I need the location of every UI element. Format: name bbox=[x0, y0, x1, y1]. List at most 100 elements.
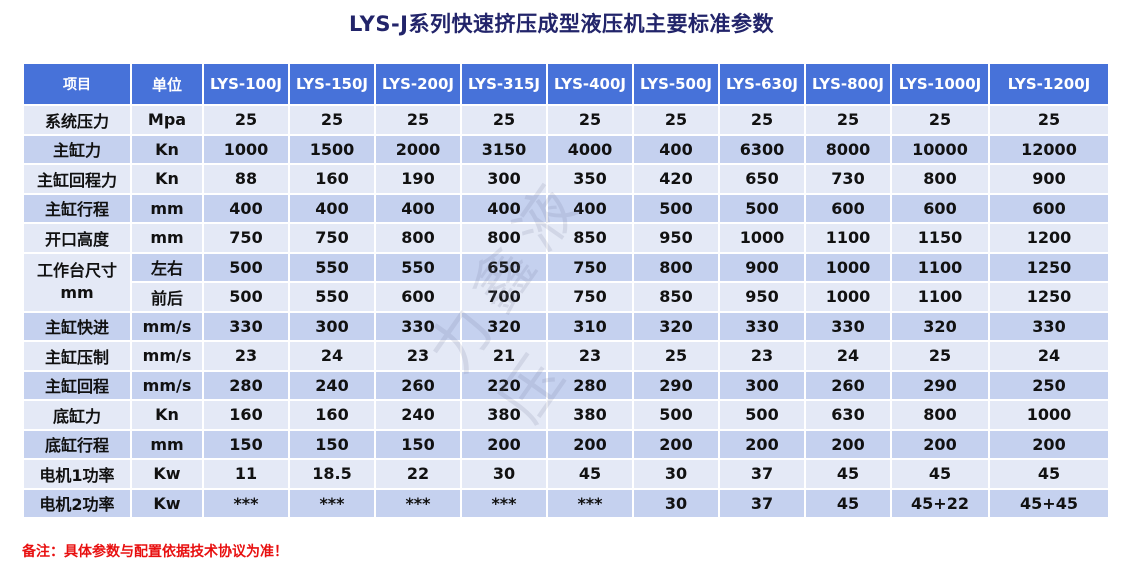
row-label: 电机2功率 bbox=[22, 487, 132, 519]
header-model: LYS-100J bbox=[202, 62, 290, 106]
cell-value: 900 bbox=[988, 163, 1110, 195]
header-model: LYS-200J bbox=[374, 62, 462, 106]
cell-value: 320 bbox=[632, 310, 720, 342]
cell-value: 25 bbox=[890, 340, 990, 372]
header-model: LYS-500J bbox=[632, 62, 720, 106]
row-label: 主缸力 bbox=[22, 133, 132, 165]
cell-value: 220 bbox=[460, 369, 548, 401]
cell-value: 600 bbox=[890, 192, 990, 224]
row-unit: mm/s bbox=[130, 340, 204, 372]
cell-value: 900 bbox=[718, 251, 806, 283]
cell-value: 150 bbox=[374, 428, 462, 460]
cell-value: 1100 bbox=[890, 251, 990, 283]
cell-value: 500 bbox=[718, 399, 806, 431]
cell-value: 24 bbox=[288, 340, 376, 372]
spec-table: 项目 单位 LYS-100J LYS-150J LYS-200J LYS-315J LY… bbox=[22, 62, 1110, 519]
cell-value: 30 bbox=[632, 487, 720, 519]
header-model: LYS-315J bbox=[460, 62, 548, 106]
cell-value: 750 bbox=[288, 222, 376, 254]
table-row: 主缸行程 mm 400 400 400 400 400 500 500 600 600 600 bbox=[22, 192, 1110, 224]
table-row: 底缸力 Kn 160 160 240 380 380 500 500 630 800 1000 bbox=[22, 399, 1110, 431]
cell-value: 400 bbox=[546, 192, 634, 224]
table-row: 工作台尺寸 mm 左右 500 550 550 650 750 800 900 1000 1100 12… bbox=[22, 251, 1110, 313]
cell-value: 550 bbox=[288, 251, 376, 283]
table-row: 主缸压制 mm/s 23 24 23 21 23 25 23 24 25 24 bbox=[22, 340, 1110, 372]
cell-value: 800 bbox=[890, 399, 990, 431]
cell-value: 330 bbox=[804, 310, 892, 342]
cell-value: 25 bbox=[804, 104, 892, 136]
cell-value: 200 bbox=[804, 428, 892, 460]
cell-value: 300 bbox=[460, 163, 548, 195]
cell-value: 310 bbox=[546, 310, 634, 342]
row-unit: mm/s bbox=[130, 310, 204, 342]
cell-value: 23 bbox=[202, 340, 290, 372]
row-unit: mm bbox=[130, 222, 204, 254]
row-unit: 左右 bbox=[130, 251, 204, 283]
cell-value: 550 bbox=[374, 251, 462, 283]
cell-value: 730 bbox=[804, 163, 892, 195]
cell-value: 1100 bbox=[804, 222, 892, 254]
cell-value: 850 bbox=[632, 281, 720, 313]
cell-value: 45 bbox=[988, 458, 1110, 490]
row-label: 工作台尺寸 mm bbox=[22, 251, 132, 313]
cell-value: 25 bbox=[890, 104, 990, 136]
cell-value: 150 bbox=[288, 428, 376, 460]
cell-value: 800 bbox=[460, 222, 548, 254]
header-model: LYS-150J bbox=[288, 62, 376, 106]
row-label: 主缸压制 bbox=[22, 340, 132, 372]
row-unit: 前后 bbox=[130, 281, 204, 313]
cell-value: 23 bbox=[718, 340, 806, 372]
table-row: 系统压力 Mpa 25 25 25 25 25 25 25 25 25 25 bbox=[22, 104, 1110, 136]
row-label: 底缸力 bbox=[22, 399, 132, 431]
cell-value: 300 bbox=[718, 369, 806, 401]
row-unit: Kw bbox=[130, 458, 204, 490]
cell-value: 1000 bbox=[804, 251, 892, 283]
cell-value: 500 bbox=[632, 399, 720, 431]
cell-value: 45+22 bbox=[890, 487, 990, 519]
cell-value: 3150 bbox=[460, 133, 548, 165]
cell-value: 30 bbox=[632, 458, 720, 490]
cell-value: 400 bbox=[288, 192, 376, 224]
cell-value: 280 bbox=[202, 369, 290, 401]
cell-value: 500 bbox=[202, 251, 290, 283]
row-unit: mm bbox=[130, 428, 204, 460]
cell-value: 240 bbox=[374, 399, 462, 431]
cell-value: 260 bbox=[804, 369, 892, 401]
row-label: 底缸行程 bbox=[22, 428, 132, 460]
row-unit: mm bbox=[130, 192, 204, 224]
table-row: 底缸行程 mm 150 150 150 200 200 200 200 200 200 200 bbox=[22, 428, 1110, 460]
cell-value: 750 bbox=[546, 251, 634, 283]
cell-value: 1000 bbox=[718, 222, 806, 254]
cell-value: 4000 bbox=[546, 133, 634, 165]
cell-value: 1000 bbox=[804, 281, 892, 313]
header-item: 项目 bbox=[22, 62, 132, 106]
cell-value: 1500 bbox=[288, 133, 376, 165]
cell-value: 260 bbox=[374, 369, 462, 401]
cell-value: 23 bbox=[374, 340, 462, 372]
cell-value: 23 bbox=[546, 340, 634, 372]
cell-value: 200 bbox=[546, 428, 634, 460]
row-unit: Kn bbox=[130, 163, 204, 195]
row-label: 开口高度 bbox=[22, 222, 132, 254]
cell-value: 320 bbox=[890, 310, 990, 342]
cell-value: 1000 bbox=[988, 399, 1110, 431]
cell-value: 25 bbox=[374, 104, 462, 136]
cell-value: 630 bbox=[804, 399, 892, 431]
cell-value: 330 bbox=[988, 310, 1110, 342]
page-title: LYS-J系列快速挤压成型液压机主要标准参数 bbox=[349, 12, 774, 36]
cell-value: 10000 bbox=[890, 133, 990, 165]
cell-value: 300 bbox=[288, 310, 376, 342]
cell-value: 800 bbox=[632, 251, 720, 283]
header-model: LYS-630J bbox=[718, 62, 806, 106]
cell-value: 25 bbox=[460, 104, 548, 136]
cell-value: 8000 bbox=[804, 133, 892, 165]
cell-value: 160 bbox=[202, 399, 290, 431]
cell-value: 45 bbox=[804, 487, 892, 519]
cell-value: 200 bbox=[460, 428, 548, 460]
header-row: 项目 单位 LYS-100J LYS-150J LYS-200J LYS-315J LY… bbox=[22, 62, 1110, 106]
cell-value: 500 bbox=[632, 192, 720, 224]
cell-value: 400 bbox=[460, 192, 548, 224]
row-label: 主缸快进 bbox=[22, 310, 132, 342]
cell-value: 25 bbox=[988, 104, 1110, 136]
cell-value: 400 bbox=[632, 133, 720, 165]
